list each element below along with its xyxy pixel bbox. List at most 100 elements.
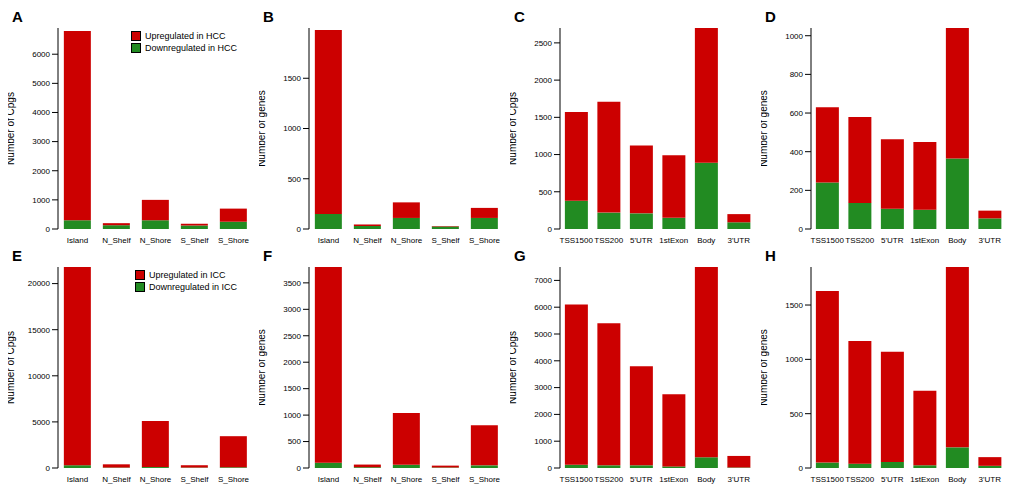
- svg-text:5'UTR: 5'UTR: [881, 475, 904, 484]
- svg-text:5000: 5000: [534, 330, 552, 339]
- svg-text:S_Shelf: S_Shelf: [431, 236, 460, 245]
- svg-text:5'UTR: 5'UTR: [630, 236, 653, 245]
- svg-text:20000: 20000: [28, 279, 51, 288]
- svg-text:5'UTR: 5'UTR: [630, 475, 653, 484]
- svg-text:1000: 1000: [283, 411, 301, 420]
- svg-text:Number of Cpgs: Number of Cpgs: [8, 92, 16, 165]
- svg-text:1stExon: 1stExon: [659, 475, 688, 484]
- svg-text:0: 0: [548, 464, 553, 473]
- svg-text:TSS1500: TSS1500: [560, 236, 594, 245]
- svg-text:1500: 1500: [283, 384, 301, 393]
- svg-text:1000: 1000: [534, 150, 552, 159]
- svg-text:2000: 2000: [534, 76, 552, 85]
- svg-text:S_Shore: S_Shore: [218, 475, 250, 484]
- svg-text:N_Shore: N_Shore: [391, 236, 423, 245]
- svg-text:1000: 1000: [283, 124, 301, 133]
- svg-text:N_Shelf: N_Shelf: [102, 236, 131, 245]
- svg-text:TSS1500: TSS1500: [811, 236, 845, 245]
- svg-text:TSS1500: TSS1500: [811, 475, 845, 484]
- svg-text:1000: 1000: [785, 355, 803, 364]
- svg-text:N_Shore: N_Shore: [391, 475, 423, 484]
- svg-text:500: 500: [288, 437, 302, 446]
- svg-text:3000: 3000: [32, 137, 50, 146]
- svg-text:5'UTR: 5'UTR: [881, 236, 904, 245]
- svg-text:Number of Cpgs: Number of Cpgs: [8, 331, 16, 404]
- svg-text:Island: Island: [318, 236, 339, 245]
- svg-text:5000: 5000: [32, 418, 50, 427]
- svg-text:400: 400: [790, 148, 804, 157]
- svg-text:N_Shelf: N_Shelf: [102, 475, 131, 484]
- svg-text:2000: 2000: [283, 358, 301, 367]
- svg-text:TSS200: TSS200: [845, 475, 874, 484]
- svg-text:TSS200: TSS200: [594, 236, 623, 245]
- svg-text:N_Shore: N_Shore: [140, 475, 172, 484]
- svg-text:Body: Body: [697, 475, 715, 484]
- svg-text:0: 0: [297, 225, 302, 234]
- svg-text:Number of genes: Number of genes: [259, 329, 267, 406]
- svg-text:Island: Island: [67, 475, 88, 484]
- svg-text:S_Shelf: S_Shelf: [431, 475, 460, 484]
- svg-text:TSS1500: TSS1500: [560, 475, 594, 484]
- svg-text:S_Shore: S_Shore: [218, 236, 250, 245]
- svg-text:Body: Body: [697, 236, 715, 245]
- svg-text:0: 0: [46, 464, 51, 473]
- svg-text:800: 800: [790, 70, 804, 79]
- svg-text:3'UTR: 3'UTR: [979, 236, 1002, 245]
- svg-text:0: 0: [297, 464, 302, 473]
- svg-text:5000: 5000: [32, 79, 50, 88]
- svg-text:500: 500: [288, 175, 302, 184]
- svg-text:500: 500: [790, 410, 804, 419]
- svg-text:1500: 1500: [534, 113, 552, 122]
- svg-text:200: 200: [790, 186, 804, 195]
- svg-text:1000: 1000: [785, 32, 803, 41]
- svg-text:3000: 3000: [283, 305, 301, 314]
- svg-text:2000: 2000: [32, 167, 50, 176]
- svg-text:Body: Body: [948, 475, 966, 484]
- svg-text:2000: 2000: [534, 410, 552, 419]
- svg-text:1stExon: 1stExon: [659, 236, 688, 245]
- svg-text:Number of genes: Number of genes: [259, 90, 267, 167]
- svg-text:3'UTR: 3'UTR: [728, 475, 751, 484]
- svg-text:N_Shore: N_Shore: [140, 236, 172, 245]
- svg-text:15000: 15000: [28, 326, 51, 335]
- svg-text:2500: 2500: [283, 332, 301, 341]
- svg-text:S_Shelf: S_Shelf: [180, 475, 209, 484]
- svg-text:Island: Island: [318, 475, 339, 484]
- svg-text:600: 600: [790, 109, 804, 118]
- svg-text:S_Shore: S_Shore: [469, 475, 501, 484]
- svg-text:N_Shelf: N_Shelf: [353, 475, 382, 484]
- svg-text:0: 0: [548, 225, 553, 234]
- svg-text:1000: 1000: [32, 196, 50, 205]
- svg-text:4000: 4000: [534, 357, 552, 366]
- svg-text:TSS200: TSS200: [845, 236, 874, 245]
- svg-text:Number of genes: Number of genes: [761, 90, 769, 167]
- svg-text:0: 0: [799, 225, 804, 234]
- svg-text:7000: 7000: [534, 276, 552, 285]
- svg-text:6000: 6000: [32, 50, 50, 59]
- svg-text:1500: 1500: [283, 74, 301, 83]
- svg-text:10000: 10000: [28, 372, 51, 381]
- svg-text:6000: 6000: [534, 303, 552, 312]
- svg-text:1500: 1500: [785, 301, 803, 310]
- svg-text:0: 0: [799, 464, 804, 473]
- svg-text:Body: Body: [948, 236, 966, 245]
- svg-text:3000: 3000: [534, 383, 552, 392]
- svg-text:4000: 4000: [32, 108, 50, 117]
- svg-text:TSS200: TSS200: [594, 475, 623, 484]
- svg-text:3'UTR: 3'UTR: [728, 236, 751, 245]
- svg-text:0: 0: [46, 225, 51, 234]
- svg-text:1stExon: 1stExon: [910, 236, 939, 245]
- svg-text:Number of Cpgs: Number of Cpgs: [510, 331, 518, 404]
- svg-text:N_Shelf: N_Shelf: [353, 236, 382, 245]
- svg-text:S_Shelf: S_Shelf: [180, 236, 209, 245]
- svg-text:Number of Cpgs: Number of Cpgs: [510, 92, 518, 165]
- svg-text:1stExon: 1stExon: [910, 475, 939, 484]
- svg-text:500: 500: [539, 188, 553, 197]
- svg-text:Island: Island: [67, 236, 88, 245]
- svg-text:Number of genes: Number of genes: [761, 329, 769, 406]
- svg-text:1000: 1000: [534, 437, 552, 446]
- svg-text:3'UTR: 3'UTR: [979, 475, 1002, 484]
- svg-text:S_Shore: S_Shore: [469, 236, 501, 245]
- svg-text:2500: 2500: [534, 39, 552, 48]
- svg-text:3500: 3500: [283, 279, 301, 288]
